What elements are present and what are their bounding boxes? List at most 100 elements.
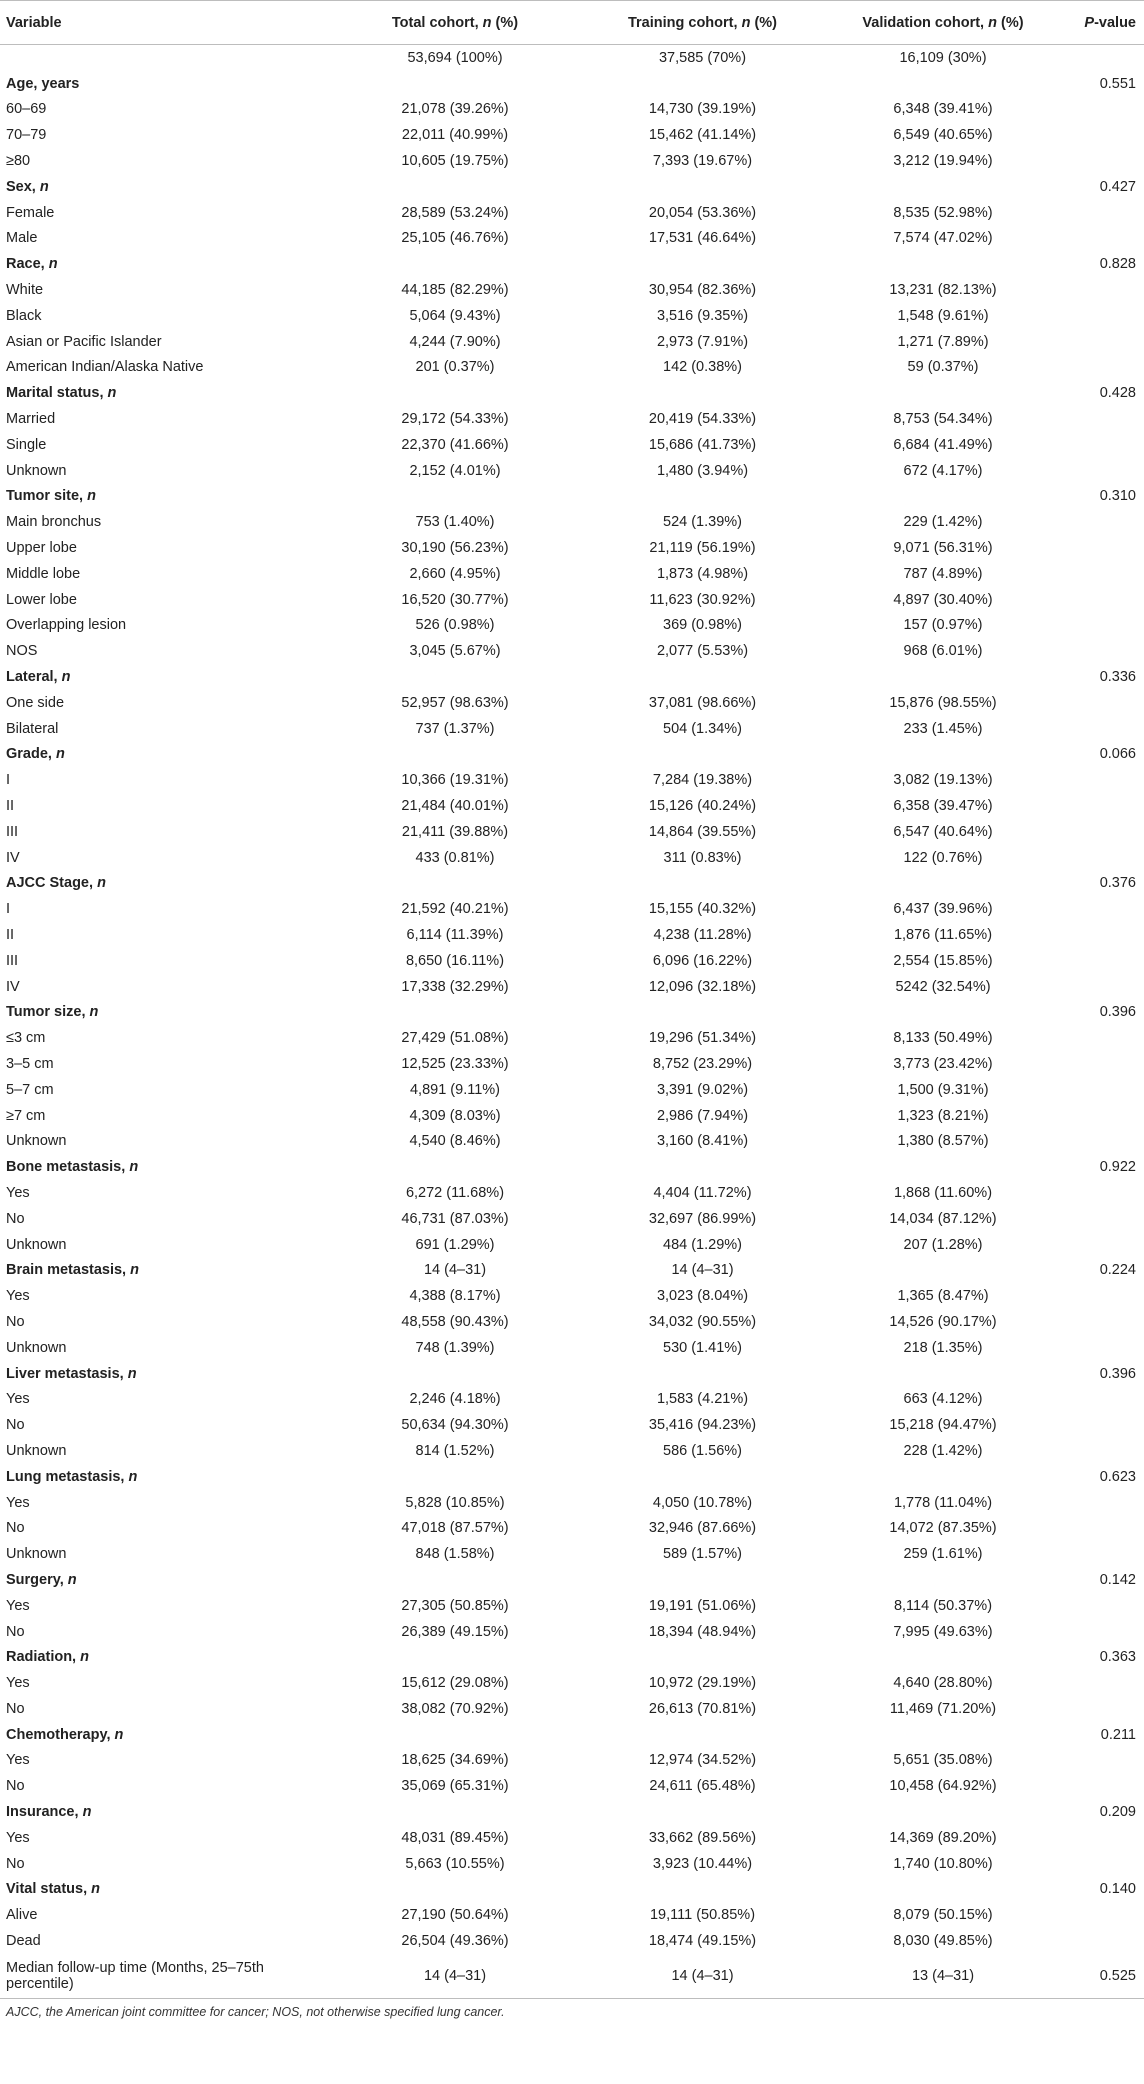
training-cohort-cell: 37,081 (98.66%) xyxy=(648,694,757,711)
training-cohort-cell: 15,462 (41.14%) xyxy=(648,127,757,144)
table-row: No 38,082 (70.92%) 26,613 (70.81%) 11,469 (… xyxy=(0,1696,1144,1722)
p-value-cell: 0.211 xyxy=(1100,1726,1136,1743)
training-cohort-cell: 8,752 (23.29%) xyxy=(652,1055,753,1072)
validation-cohort-cell: 259 (1.61%) xyxy=(903,1546,983,1563)
p-value-cell xyxy=(1061,1541,1144,1567)
total-cohort-cell: 5,064 (9.43%) xyxy=(409,307,501,324)
total-cohort-cell: 27,305 (50.85%) xyxy=(401,1597,509,1614)
validation-cohort-cell xyxy=(825,380,1061,406)
p-value-cell xyxy=(1061,613,1144,639)
row-label: Insurance, n xyxy=(6,1804,92,1821)
total-cohort-cell: 47,018 (87.57%) xyxy=(401,1520,509,1537)
table-row: I 21,592 (40.21%) 15,155 (40.32%) 6,437 (39… xyxy=(0,896,1144,922)
p-value-cell xyxy=(1061,1438,1144,1464)
row-label: Chemotherapy, n xyxy=(6,1726,124,1743)
table-row: ≤3 cm 27,429 (51.08%) 19,296 (51.34%) 8,133… xyxy=(0,1025,1144,1051)
header-training-cohort: Training cohort, n (%) xyxy=(580,0,825,45)
total-cohort-cell: 35,069 (65.31%) xyxy=(401,1778,509,1795)
row-label: Unknown xyxy=(6,1133,67,1150)
total-cohort-cell: 4,540 (8.46%) xyxy=(409,1133,501,1150)
row-label: 60–69 xyxy=(6,101,47,118)
table-row: 70–79 22,011 (40.99%) 15,462 (41.14%) 6,549… xyxy=(0,122,1144,148)
validation-cohort-cell: 14,072 (87.35%) xyxy=(889,1520,997,1537)
total-cohort-cell: 48,558 (90.43%) xyxy=(401,1313,509,1330)
training-cohort-cell xyxy=(580,742,825,768)
total-cohort-cell: 6,272 (11.68%) xyxy=(405,1184,505,1201)
p-value-cell: 0.310 xyxy=(1099,488,1136,505)
row-label: 5–7 cm xyxy=(6,1081,54,1098)
table-row: Lower lobe 16,520 (30.77%) 11,623 (30.92%)… xyxy=(0,587,1144,613)
table-row: Male 25,105 (46.76%) 17,531 (46.64%) 7,574 … xyxy=(0,226,1144,252)
row-label: Lung metastasis, n xyxy=(6,1468,138,1485)
total-cohort-cell: 814 (1.52%) xyxy=(415,1442,495,1459)
total-cohort-cell: 737 (1.37%) xyxy=(415,720,495,737)
table-row: III 8,650 (16.11%) 6,096 (16.22%) 2,554 (15… xyxy=(0,948,1144,974)
table-row: Alive 27,190 (50.64%) 19,111 (50.85%) 8,079… xyxy=(0,1902,1144,1928)
training-cohort-cell: 14 (4–31) xyxy=(580,1953,825,1999)
header-variable: Variable xyxy=(0,0,330,45)
validation-cohort-cell xyxy=(825,1644,1061,1670)
p-value-cell xyxy=(1061,767,1144,793)
total-cohort-cell: 3,045 (5.67%) xyxy=(409,643,501,660)
training-cohort-cell: 15,126 (40.24%) xyxy=(648,798,757,814)
total-cohort-cell: 5,663 (10.55%) xyxy=(405,1855,505,1872)
total-cohort-cell: 6,114 (11.39%) xyxy=(406,926,504,943)
p-value-cell xyxy=(1061,1051,1144,1077)
row-label: Male xyxy=(6,230,38,247)
total-cohort-cell: 48,031 (89.45%) xyxy=(401,1829,509,1846)
p-value-cell: 0.396 xyxy=(1099,1365,1136,1382)
validation-cohort-cell: 122 (0.76%) xyxy=(903,849,983,866)
total-cohort-cell: 14 (4–31) xyxy=(330,1953,580,1999)
validation-cohort-cell: 228 (1.42%) xyxy=(903,1442,983,1459)
section-row: Race, n 0.828 xyxy=(0,251,1144,277)
validation-cohort-cell: 6,547 (40.64%) xyxy=(893,823,993,840)
training-cohort-cell xyxy=(580,1877,825,1903)
section-row: Liver metastasis, n 0.396 xyxy=(0,1361,1144,1387)
row-label: Sex, n xyxy=(6,178,49,195)
training-cohort-cell: 18,394 (48.94%) xyxy=(648,1623,757,1640)
row-label: Female xyxy=(6,204,55,221)
section-row: Insurance, n 0.209 xyxy=(0,1799,1144,1825)
p-value-cell xyxy=(1061,561,1144,587)
training-cohort-cell: 35,416 (94.23%) xyxy=(648,1417,757,1434)
row-label: ≥7 cm xyxy=(6,1107,46,1124)
training-cohort-cell xyxy=(580,71,825,97)
total-cohort-cell xyxy=(330,71,580,97)
table-row: Married 29,172 (54.33%) 20,419 (54.33%) 8,7… xyxy=(0,406,1144,432)
training-cohort-cell: 3,023 (8.04%) xyxy=(656,1288,749,1305)
section-row: Tumor site, n 0.310 xyxy=(0,484,1144,510)
table-container: Variable Total cohort, n (%) Training co… xyxy=(0,0,1144,2019)
validation-cohort-cell: 4,897 (30.40%) xyxy=(893,591,993,608)
validation-cohort-cell: 207 (1.28%) xyxy=(903,1236,983,1253)
validation-cohort-cell: 968 (6.01%) xyxy=(903,643,983,660)
training-cohort-cell xyxy=(580,1644,825,1670)
row-label: Bone metastasis, n xyxy=(6,1159,139,1176)
row-label: Yes xyxy=(6,1829,30,1846)
total-cohort-cell: 44,185 (82.29%) xyxy=(401,282,509,299)
row-label: Race, n xyxy=(6,256,58,273)
table-row: Yes 6,272 (11.68%) 4,404 (11.72%) 1,868 (11… xyxy=(0,1180,1144,1206)
total-cohort-cell: 27,429 (51.08%) xyxy=(401,1030,509,1047)
training-cohort-cell: 14,730 (39.19%) xyxy=(648,101,757,118)
table-row: Median follow-up time (Months, 25–75th p… xyxy=(0,1953,1144,1999)
training-cohort-cell: 30,954 (82.36%) xyxy=(648,282,757,299)
table-footnote: AJCC, the American joint committee for c… xyxy=(6,2004,505,2019)
row-label: 70–79 xyxy=(6,127,47,144)
total-cohort-cell: 46,731 (87.03%) xyxy=(401,1210,509,1227)
baseline-characteristics-table: Variable Total cohort, n (%) Training co… xyxy=(0,0,1144,1999)
validation-cohort-cell xyxy=(825,1154,1061,1180)
validation-cohort-cell: 6,684 (41.49%) xyxy=(893,436,993,453)
total-cohort-cell: 27,190 (50.64%) xyxy=(401,1907,509,1924)
row-label: Radiation, n xyxy=(6,1649,89,1666)
p-value-cell: 0.428 xyxy=(1099,385,1136,402)
total-cohort-cell: 10,605 (19.75%) xyxy=(401,153,509,170)
p-value-cell xyxy=(1061,896,1144,922)
p-value-cell xyxy=(1061,148,1144,174)
training-cohort-cell: 15,155 (40.32%) xyxy=(648,901,757,918)
p-value-cell xyxy=(1061,1128,1144,1154)
p-value-cell xyxy=(1061,432,1144,458)
table-row: III 21,411 (39.88%) 14,864 (39.55%) 6,547 (… xyxy=(0,819,1144,845)
training-cohort-cell: 37,585 (70%) xyxy=(658,49,747,66)
row-label xyxy=(0,45,330,71)
row-label: Single xyxy=(6,436,47,453)
